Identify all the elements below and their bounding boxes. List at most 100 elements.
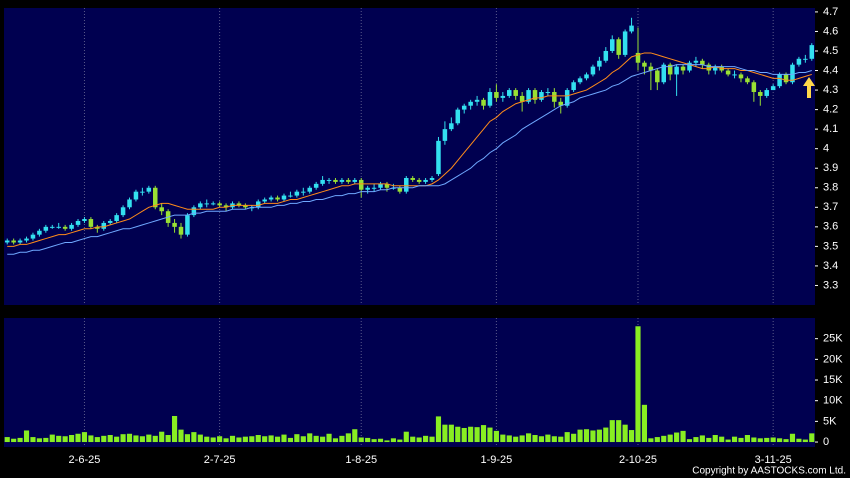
volume-bar <box>500 434 506 443</box>
y-tick-label: 4.4 <box>823 64 838 76</box>
volume-bar <box>538 436 545 443</box>
candle-body <box>114 215 119 221</box>
candle-body <box>745 78 750 83</box>
candle-body <box>281 195 287 200</box>
volume-bar <box>616 420 622 443</box>
candle-body <box>796 58 802 65</box>
candle-body <box>803 58 808 60</box>
candle-body <box>519 95 525 102</box>
candle-body <box>140 191 145 193</box>
candle-body <box>50 226 55 228</box>
volume-bar <box>712 435 718 443</box>
volume-bar <box>217 436 223 443</box>
candle-body <box>107 220 113 223</box>
candle-body <box>294 191 300 196</box>
volume-bar <box>384 440 390 443</box>
y-tick-label: 10K <box>823 395 843 407</box>
volume-bar <box>809 433 815 443</box>
candle-body <box>449 123 454 130</box>
y-tick-label: 4.2 <box>823 104 838 116</box>
candle-body <box>339 179 345 182</box>
candle-body <box>777 74 782 87</box>
volume-bar <box>152 435 158 443</box>
y-tick-label: 5K <box>823 415 837 427</box>
candle-body <box>442 129 448 141</box>
candle-body <box>223 205 229 208</box>
candle-body <box>629 25 634 32</box>
volume-bar <box>731 436 738 443</box>
volume-bar <box>114 436 120 443</box>
y-tick-label: 4.6 <box>823 25 838 37</box>
y-tick-label: 4.1 <box>823 123 838 135</box>
volume-bar <box>526 433 532 443</box>
candle-body <box>11 240 16 243</box>
volume-bar <box>390 438 396 443</box>
candle-body <box>455 109 461 124</box>
y-tick-label: 3.5 <box>823 240 838 252</box>
candle-body <box>700 60 705 65</box>
volume-bar <box>126 433 133 443</box>
volume-bar <box>249 436 255 443</box>
volume-bar <box>558 436 564 443</box>
volume-bar <box>197 434 203 443</box>
volume-bar <box>583 429 590 443</box>
volume-bar <box>680 430 686 443</box>
volume-bar <box>62 436 68 443</box>
volume-bar <box>75 433 81 443</box>
candle-body <box>204 203 210 205</box>
volume-bar <box>178 429 184 443</box>
candle-body <box>758 92 763 96</box>
x-tick-label: 1-8-25 <box>345 454 377 466</box>
y-tick-label: 4.7 <box>823 6 838 18</box>
candle-body <box>539 92 544 100</box>
volume-bar <box>165 435 171 443</box>
candle-body <box>198 203 203 208</box>
candle-body <box>365 187 370 190</box>
volume-bar <box>796 438 802 443</box>
candle-body <box>172 222 177 227</box>
candle-body <box>622 31 628 55</box>
y-tick-label: 4 <box>823 143 829 155</box>
volume-bar <box>4 437 10 443</box>
volume-bar <box>635 326 641 443</box>
candle-body <box>30 234 36 239</box>
volume-bar <box>171 415 178 443</box>
volume-bar <box>49 434 55 443</box>
candle-body <box>532 90 538 100</box>
volume-bar <box>751 437 757 443</box>
volume-bar <box>191 432 197 443</box>
volume-bar <box>56 435 62 443</box>
volume-bar <box>622 424 628 443</box>
volume-bar <box>397 439 403 443</box>
volume-bar <box>783 439 789 443</box>
candle-body <box>178 226 184 235</box>
candle-body <box>436 140 441 175</box>
volume-bar <box>757 438 763 443</box>
volume-bar <box>184 434 191 443</box>
candle-body <box>706 64 712 71</box>
x-tick-label: 2-10-25 <box>619 454 657 466</box>
y-tick-label: 3.9 <box>823 162 838 174</box>
candle-body <box>732 74 737 76</box>
volume-bar <box>223 438 229 443</box>
candle-body <box>674 66 679 75</box>
candle-body <box>500 95 506 98</box>
candle-body <box>243 205 248 208</box>
volume-bar <box>699 435 705 443</box>
candle-body <box>37 230 42 235</box>
volume-bar <box>468 426 474 443</box>
candle-body <box>4 240 10 243</box>
volume-bar <box>69 435 75 443</box>
volume-bar <box>474 427 480 443</box>
candle-body <box>75 220 81 225</box>
price-panel <box>4 8 815 305</box>
y-tick-label: 25K <box>823 333 843 345</box>
candle-body <box>770 86 776 91</box>
volume-bar <box>287 437 293 443</box>
volume-bar <box>255 435 261 443</box>
candle-body <box>191 207 197 216</box>
volume-bar <box>770 437 776 443</box>
volume-bar <box>204 436 210 443</box>
volume-bar <box>738 437 744 443</box>
volume-bar <box>410 436 416 443</box>
